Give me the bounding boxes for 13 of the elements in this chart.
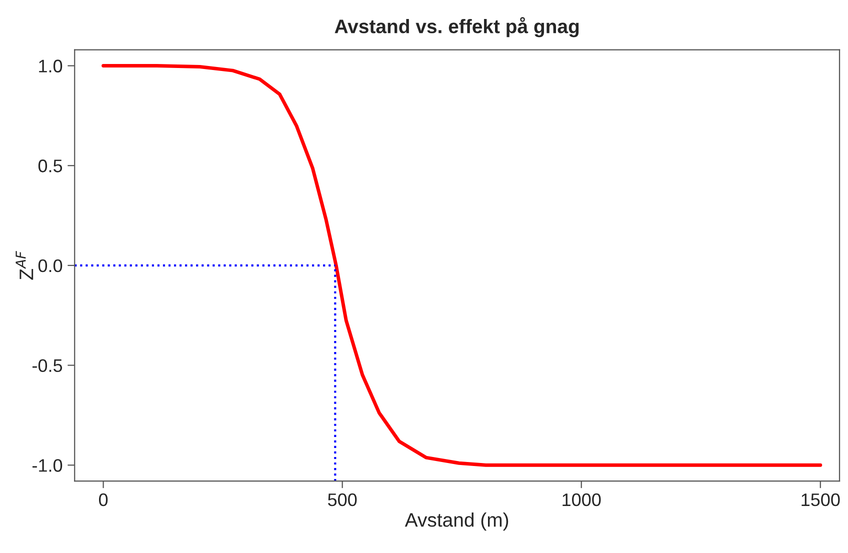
x-axis-title: Avstand (m) (404, 512, 508, 531)
chart-title: Avstand vs. effekt på gnag (334, 17, 579, 38)
y-tick-label: -0.5 (32, 359, 62, 372)
line-series (102, 64, 822, 467)
x-tick-label: 1000 (562, 493, 601, 506)
y-tick-label: 0.5 (38, 160, 62, 172)
y-tick-label: -1.0 (32, 459, 62, 472)
x-tick-label: 1500 (802, 493, 840, 506)
y-tick-label: 1.0 (39, 60, 62, 72)
y-axis-title: Z$^{AF}$ (16, 250, 34, 280)
x-tick-label: 0 (98, 493, 108, 506)
x-tick-label: 500 (328, 493, 357, 506)
y-tick-label: 0.0 (38, 259, 62, 272)
